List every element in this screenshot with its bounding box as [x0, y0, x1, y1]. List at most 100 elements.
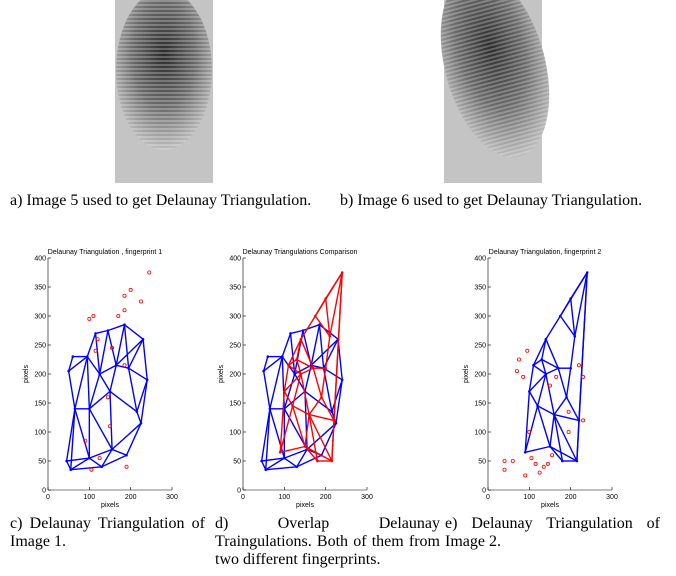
- node: [264, 468, 268, 471]
- triangulation-edge: [281, 333, 292, 357]
- node: [536, 404, 539, 408]
- y-tick-label: 200: [474, 372, 486, 379]
- triangulation-edge: [128, 367, 148, 381]
- triangulation-edge: [296, 359, 302, 375]
- point: [581, 418, 586, 423]
- node: [289, 332, 292, 335]
- triangulation-edge: [335, 379, 343, 424]
- triangulation-edge: [541, 339, 547, 360]
- node: [127, 366, 130, 370]
- node: [340, 271, 344, 274]
- triangulation-edge: [553, 414, 564, 462]
- triangulation-edge: [553, 396, 568, 416]
- triangulation-edge: [99, 373, 111, 392]
- triangulation-edge: [569, 336, 576, 369]
- point: [566, 429, 571, 434]
- point: [502, 458, 507, 463]
- node: [556, 366, 560, 370]
- point: [537, 470, 542, 475]
- node: [139, 422, 143, 425]
- y-tick-label: 100: [34, 430, 46, 437]
- triangulation-edge: [263, 356, 283, 372]
- caption-e: e) Delaunay Triangulation of Image 2.: [445, 515, 660, 550]
- triangulation-edge: [283, 457, 298, 468]
- point: [510, 458, 515, 463]
- triangulation-edge: [65, 408, 76, 462]
- point: [122, 308, 127, 313]
- triangulation-edge: [536, 373, 547, 407]
- y-tick-label: 100: [474, 430, 486, 437]
- triangulation-edge: [116, 364, 129, 369]
- triangulation-edge: [86, 333, 97, 357]
- node: [283, 456, 286, 460]
- triangulation-edge: [553, 414, 578, 462]
- triangulation-edge: [289, 333, 296, 375]
- triangulation-edge: [559, 315, 576, 337]
- triangulation-edge: [559, 298, 572, 317]
- point: [527, 429, 532, 434]
- point: [95, 337, 100, 342]
- triangulation-edge: [318, 324, 325, 369]
- triangulation-edge: [88, 373, 101, 409]
- fingerprint-images: [115, 0, 550, 183]
- x-tick-label: 200: [125, 494, 137, 501]
- point: [87, 316, 92, 321]
- triangulation-edge: [320, 396, 335, 421]
- x-tick-label: 300: [166, 494, 178, 501]
- point: [124, 464, 129, 469]
- triangulation-edge: [306, 422, 337, 450]
- chart-title: Delaunay Triangulation , fingerprint 1: [48, 249, 163, 256]
- triangulation-edge: [314, 298, 327, 317]
- triangulation-edge: [140, 379, 148, 424]
- node: [320, 395, 323, 399]
- triangulation-edge: [329, 272, 343, 337]
- node: [540, 358, 544, 361]
- node: [88, 407, 91, 411]
- y-tick-label: 400: [474, 256, 486, 263]
- triangulation-edge: [101, 449, 113, 468]
- y-tick-label: 150: [474, 401, 486, 408]
- y-tick-label: 250: [229, 343, 241, 350]
- point: [545, 461, 550, 466]
- node: [523, 451, 527, 454]
- y-tick-label: 300: [34, 314, 46, 321]
- triangulation-edge: [524, 405, 539, 453]
- triangulation-edge: [524, 391, 531, 453]
- node: [340, 378, 344, 382]
- triangulation-edge: [283, 391, 294, 407]
- node: [311, 366, 315, 370]
- triangulation-edge: [557, 368, 568, 398]
- node: [123, 323, 126, 326]
- node: [324, 297, 327, 300]
- node: [114, 364, 118, 367]
- x-tick-label: 200: [320, 494, 332, 501]
- triangulation-edge: [288, 364, 302, 375]
- triangulation-edge: [312, 368, 323, 398]
- triangulation-edge: [308, 396, 323, 416]
- node: [299, 372, 303, 376]
- triangulation-edge: [310, 338, 339, 366]
- triangulation-edge: [304, 446, 318, 462]
- node: [295, 465, 299, 469]
- node: [569, 366, 572, 370]
- point: [138, 299, 143, 304]
- fingerprint-image-2: [440, 0, 550, 183]
- triangulation-edge: [123, 324, 130, 369]
- node: [135, 410, 139, 413]
- node: [262, 369, 265, 373]
- triangulation-edge: [541, 359, 547, 375]
- node: [125, 453, 128, 457]
- x-axis-label: pixels: [541, 502, 559, 509]
- triangulation-edge: [68, 356, 88, 372]
- triangulation-edge: [302, 324, 320, 332]
- triangulation-edge: [549, 446, 563, 462]
- point: [128, 287, 133, 292]
- node: [314, 314, 317, 318]
- triangulation-edge: [269, 408, 286, 459]
- triangulation-edge: [304, 445, 333, 462]
- y-tick-label: 0: [482, 488, 486, 495]
- triangulation-edge: [136, 379, 148, 412]
- x-tick-label: 0: [46, 494, 50, 501]
- triangulation-edge: [296, 339, 302, 360]
- triangulation-edge: [142, 339, 148, 380]
